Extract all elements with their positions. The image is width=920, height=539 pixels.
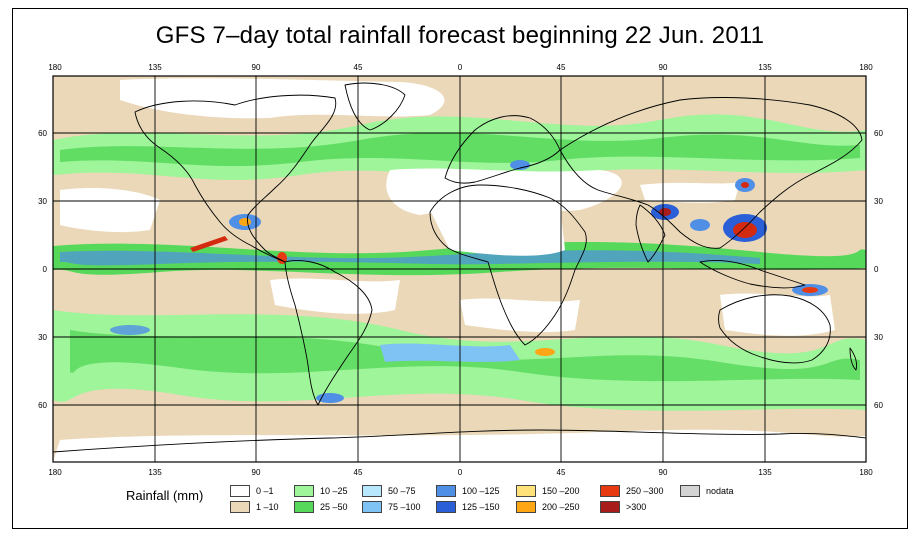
legend-label: 1 –10 — [256, 502, 279, 512]
lon-tick-label: 180 — [859, 63, 873, 72]
coastlines — [53, 82, 866, 453]
legend-item: nodata — [680, 484, 734, 498]
legend-label: 200 –250 — [542, 502, 580, 512]
legend-item: >300 — [600, 500, 646, 514]
lon-tick-label: 180 — [48, 63, 62, 72]
lon-ticks-bottom: 180 135 90 45 0 45 90 135 180 — [48, 468, 873, 477]
legend-label: 0 –1 — [256, 486, 274, 496]
legend-item: 50 –75 — [362, 484, 416, 498]
lat-ticks-left: 60 30 0 30 60 — [38, 129, 47, 410]
lon-tick-label: 180 — [48, 468, 62, 477]
legend-swatch — [600, 485, 620, 497]
lat-tick-label: 0 — [874, 265, 879, 274]
legend-label: 25 –50 — [320, 502, 348, 512]
lat-tick-label: 0 — [43, 265, 48, 274]
legend-item: 0 –1 — [230, 484, 274, 498]
legend-swatch — [516, 501, 536, 513]
legend-label: 125 –150 — [462, 502, 500, 512]
lon-tick-label: 90 — [252, 63, 261, 72]
legend-swatch — [436, 485, 456, 497]
australia-outline — [718, 294, 831, 364]
figure-frame — [12, 8, 908, 529]
lat-tick-label: 60 — [38, 129, 47, 138]
lat-tick-label: 60 — [874, 401, 883, 410]
lon-tick-label: 45 — [557, 63, 566, 72]
south-storm-track-core — [70, 330, 860, 382]
lon-ticks-top: 180 135 90 45 0 45 90 135 180 — [48, 63, 873, 72]
lat-tick-label: 30 — [38, 197, 47, 206]
lon-tick-label: 90 — [252, 468, 261, 477]
africa-outline — [429, 184, 587, 346]
legend-item: 150 –200 — [516, 484, 580, 498]
lon-tick-label: 45 — [354, 63, 363, 72]
itcz-core — [60, 250, 760, 266]
lon-tick-label: 135 — [758, 63, 772, 72]
lon-tick-label: 45 — [557, 468, 566, 477]
rain-belts — [53, 114, 866, 411]
greenland-outline — [344, 82, 406, 131]
legend-swatch — [362, 485, 382, 497]
legend-swatch — [516, 485, 536, 497]
legend-label: 100 –125 — [462, 486, 500, 496]
lat-tick-label: 30 — [38, 333, 47, 342]
lon-tick-label: 45 — [354, 468, 363, 477]
legend-swatch — [230, 485, 250, 497]
legend-swatch — [600, 501, 620, 513]
lon-tick-label: 90 — [659, 468, 668, 477]
legend-item: 10 –25 — [294, 484, 348, 498]
legend-title: Rainfall (mm) — [126, 488, 204, 503]
asia-outline — [559, 97, 863, 249]
lon-tick-label: 135 — [148, 468, 162, 477]
india-outline — [635, 204, 666, 263]
lat-ticks-right: 60 30 0 30 60 — [874, 129, 883, 410]
legend-label: 250 –300 — [626, 486, 664, 496]
lon-tick-label: 90 — [659, 63, 668, 72]
legend-swatch — [362, 501, 382, 513]
north-america-outline — [134, 94, 337, 263]
antarctica-outline — [53, 429, 866, 453]
lat-tick-label: 60 — [38, 401, 47, 410]
legend-item: 25 –50 — [294, 500, 348, 514]
legend-item: 250 –300 — [600, 484, 664, 498]
legend-item: 125 –150 — [436, 500, 500, 514]
southern-ocean-rain — [380, 343, 520, 362]
legend-label: >300 — [626, 502, 647, 512]
lon-tick-label: 135 — [758, 468, 772, 477]
lat-tick-label: 30 — [874, 197, 883, 206]
legend-item: 100 –125 — [436, 484, 500, 498]
legend-label: 50 –75 — [388, 486, 416, 496]
legend-item: 75 –100 — [362, 500, 421, 514]
lon-tick-label: 0 — [458, 63, 463, 72]
legend-swatch — [230, 501, 250, 513]
legend-label: 150 –200 — [542, 486, 580, 496]
legend-item: 1 –10 — [230, 500, 279, 514]
legend-swatch — [436, 501, 456, 513]
legend-swatch — [294, 485, 314, 497]
legend-label: nodata — [706, 486, 734, 496]
lat-tick-label: 60 — [874, 129, 883, 138]
lon-tick-label: 135 — [148, 63, 162, 72]
graticule — [53, 76, 866, 462]
legend-label: 10 –25 — [320, 486, 348, 496]
legend-swatch — [294, 501, 314, 513]
lat-tick-label: 30 — [874, 333, 883, 342]
lon-tick-label: 180 — [859, 468, 873, 477]
new-zealand-outline — [849, 347, 858, 371]
legend-item: 200 –250 — [516, 500, 580, 514]
map-title: GFS 7–day total rainfall forecast beginn… — [155, 22, 765, 49]
legend-label: 75 –100 — [388, 502, 421, 512]
map-border — [52, 75, 867, 463]
legend-swatch — [680, 485, 700, 497]
lon-tick-label: 0 — [458, 468, 463, 477]
maritime-continent-outline — [699, 259, 806, 289]
south-america-outline — [284, 260, 373, 406]
